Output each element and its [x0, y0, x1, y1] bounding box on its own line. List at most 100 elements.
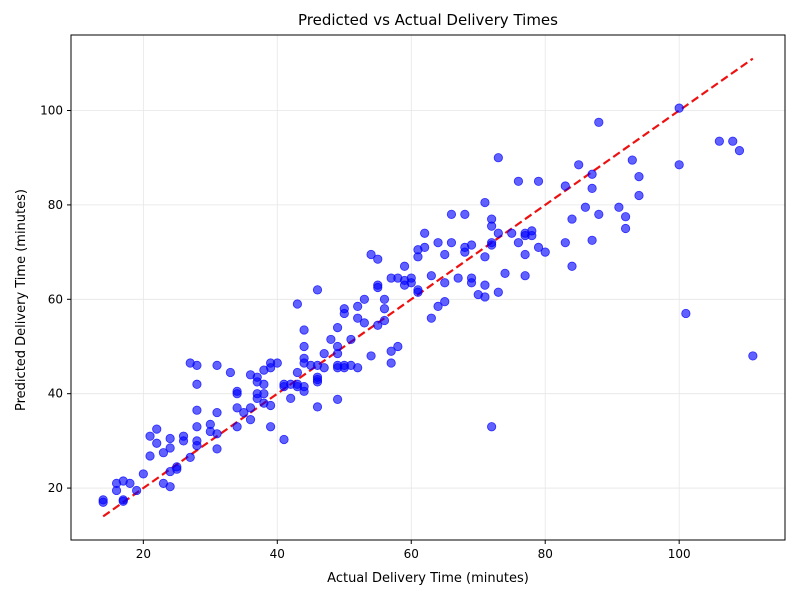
data-point — [460, 209, 470, 219]
data-point — [192, 405, 202, 415]
data-point — [480, 252, 490, 262]
data-point — [125, 478, 135, 488]
data-point — [560, 238, 570, 248]
data-point — [286, 393, 296, 404]
data-point — [493, 228, 503, 238]
data-point — [587, 235, 597, 245]
data-point — [520, 271, 530, 281]
data-point — [420, 242, 430, 252]
data-point — [319, 348, 329, 359]
x-tick-label: 80 — [538, 547, 553, 561]
data-point — [466, 240, 477, 250]
data-point — [353, 313, 363, 323]
data-point — [292, 299, 302, 309]
data-point — [158, 448, 169, 458]
data-point — [627, 155, 637, 165]
data-point — [265, 422, 276, 432]
data-point — [620, 223, 631, 234]
data-point — [245, 415, 256, 425]
data-point — [440, 297, 450, 307]
data-point — [232, 389, 242, 399]
data-point — [98, 497, 108, 507]
data-point — [332, 394, 343, 404]
data-point — [420, 228, 430, 238]
data-point — [339, 308, 349, 319]
data-point — [366, 351, 376, 361]
data-point — [165, 482, 175, 492]
data-point — [178, 436, 189, 446]
data-points — [98, 103, 758, 507]
data-point — [299, 325, 309, 335]
data-point — [353, 363, 363, 373]
data-point — [527, 230, 537, 241]
y-axis-label: Predicted Delivery Time (minutes) — [14, 189, 29, 411]
y-tick-label: 100 — [40, 104, 63, 118]
data-point — [379, 304, 390, 314]
y-axis-ticks: 20 40 60 80 100 — [40, 104, 71, 495]
x-tick-label: 60 — [404, 547, 419, 561]
y-tick-label: 80 — [48, 198, 63, 212]
data-point — [493, 287, 503, 297]
data-point — [500, 268, 510, 278]
data-point — [232, 422, 242, 432]
reference-line — [102, 57, 754, 518]
data-point — [259, 379, 269, 389]
data-point — [426, 271, 436, 281]
data-point — [614, 202, 624, 212]
data-point — [440, 249, 450, 260]
data-point — [312, 402, 323, 412]
data-point — [359, 318, 369, 328]
data-point — [681, 308, 691, 319]
data-point — [192, 441, 202, 451]
data-point — [152, 438, 162, 448]
data-point — [265, 363, 276, 373]
data-point — [480, 280, 490, 290]
data-point — [138, 469, 148, 479]
x-tick-label: 40 — [270, 547, 285, 561]
data-point — [533, 176, 544, 186]
data-point — [245, 403, 256, 413]
data-point — [748, 351, 758, 361]
data-point — [299, 341, 309, 352]
data-point — [386, 346, 396, 356]
data-point — [433, 238, 443, 248]
data-point — [413, 252, 423, 262]
y-tick-label: 20 — [48, 481, 63, 495]
data-point — [379, 294, 390, 304]
data-point — [111, 485, 122, 496]
data-point — [540, 247, 550, 257]
data-point — [366, 249, 376, 260]
data-point — [172, 464, 182, 474]
data-point — [507, 228, 517, 238]
data-point — [620, 212, 631, 222]
data-point — [326, 334, 336, 345]
data-point — [580, 202, 591, 212]
data-point — [426, 313, 436, 323]
data-point — [292, 367, 302, 378]
data-point — [587, 183, 597, 193]
data-point — [714, 136, 724, 146]
y-tick-label: 40 — [48, 387, 63, 401]
data-point — [674, 103, 684, 113]
data-point — [332, 348, 343, 359]
data-point — [346, 334, 356, 345]
data-point — [728, 136, 738, 146]
data-point — [386, 358, 396, 368]
data-point — [252, 393, 262, 404]
data-point — [674, 160, 684, 170]
data-point — [359, 294, 369, 304]
data-point — [453, 273, 463, 283]
data-point — [487, 221, 497, 231]
data-point — [185, 452, 195, 463]
reference-line-group — [102, 57, 754, 518]
data-point — [493, 153, 503, 163]
data-point — [192, 422, 202, 432]
data-point — [192, 379, 202, 389]
data-point — [567, 261, 577, 271]
data-point — [533, 242, 544, 252]
data-point — [433, 301, 443, 311]
x-tick-label: 20 — [136, 547, 151, 561]
data-point — [299, 386, 309, 396]
data-point — [393, 341, 403, 352]
